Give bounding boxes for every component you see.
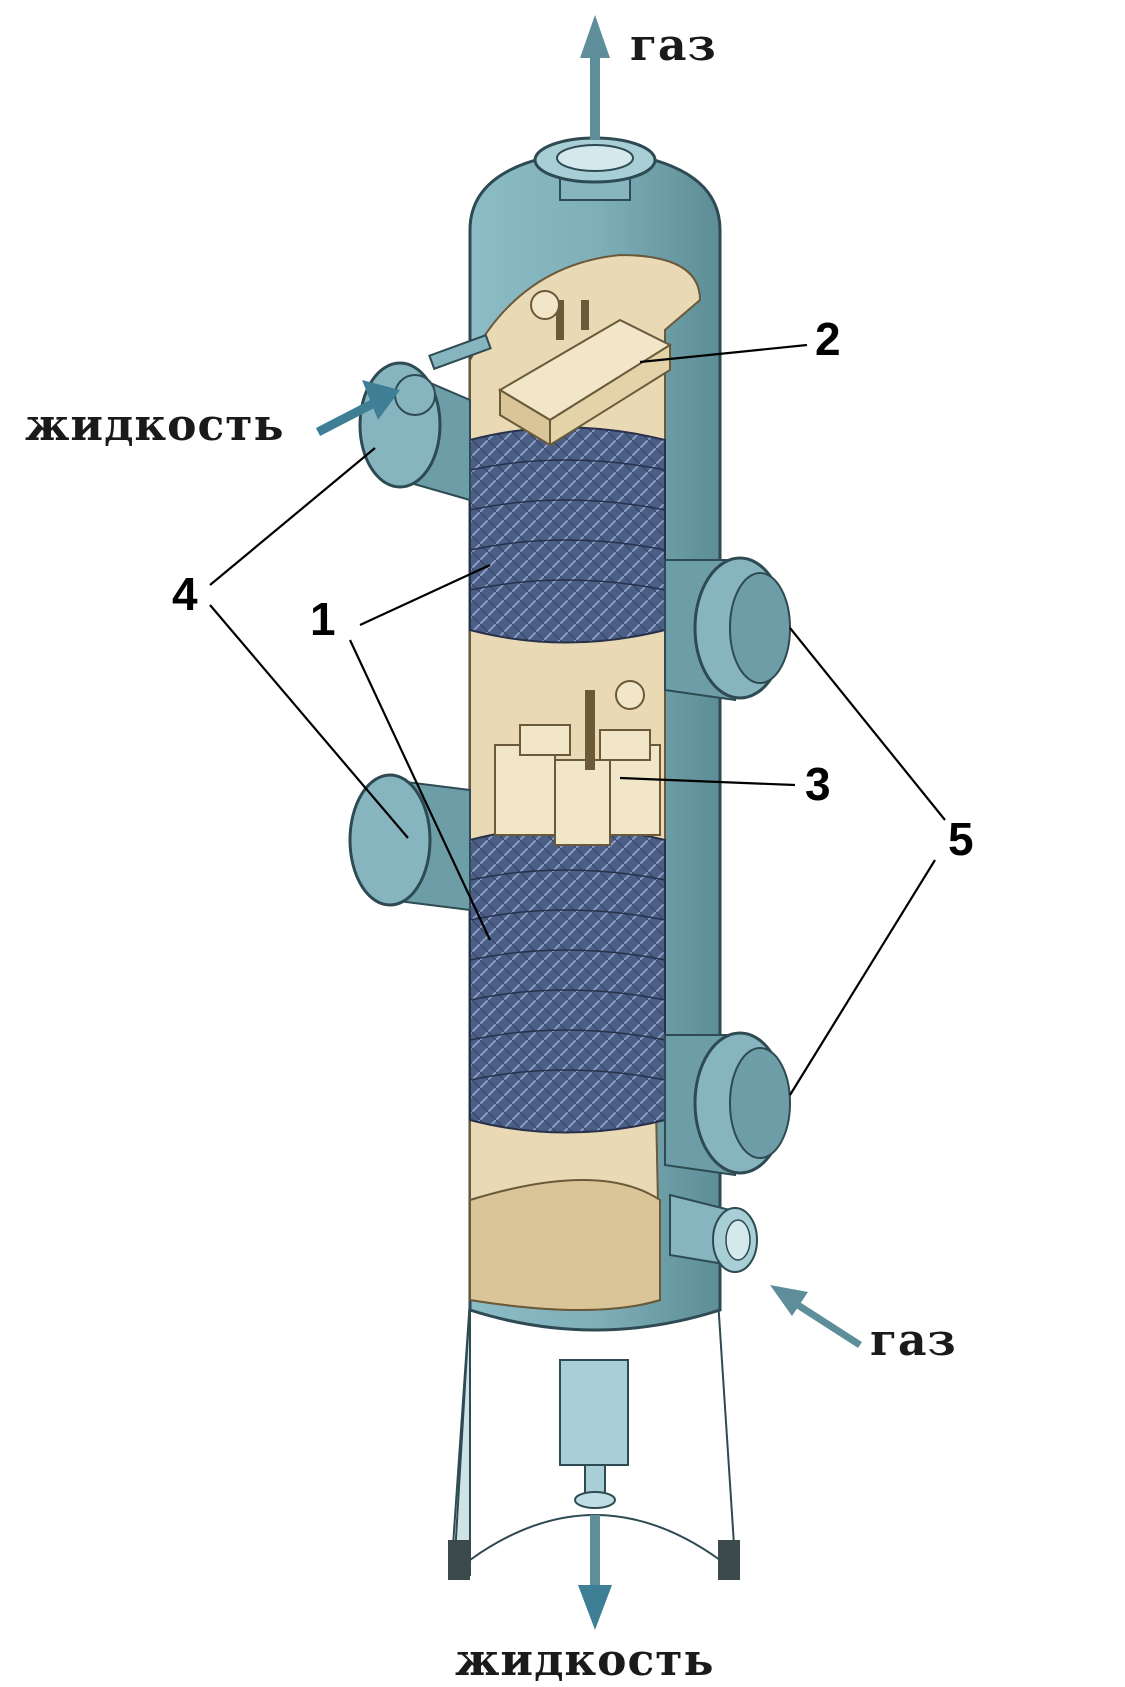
top-gas-outlet-nozzle xyxy=(533,136,657,201)
callout-5-gas-nozzles: 5 xyxy=(948,813,974,865)
lower-liquid-inlet-nozzle xyxy=(348,773,471,912)
gas-in-arrow xyxy=(770,1285,862,1348)
liquid-inlet-label: жидкость xyxy=(25,400,284,451)
callout-1-packing: 1 xyxy=(310,593,336,645)
callout-4-liquid-nozzles: 4 xyxy=(172,568,198,620)
upper-packing-bed xyxy=(469,426,666,644)
gas-inlet-label: газ xyxy=(870,1315,957,1366)
liquid-redistributor xyxy=(494,680,661,846)
lower-packing-bed xyxy=(469,826,666,1134)
gas-out-arrow xyxy=(580,15,610,140)
callout-3-redistributor: 3 xyxy=(805,758,831,810)
top-liquid-distributor xyxy=(498,290,673,447)
liquid-outlet-label: жидкость xyxy=(455,1635,714,1686)
leader-lines xyxy=(209,343,946,1096)
gas-outlet-label: газ xyxy=(630,20,717,71)
bottom-gas-inlet-pipe xyxy=(669,1193,758,1273)
bottom-outlet-pipe xyxy=(559,1359,629,1509)
liquid-in-arrow xyxy=(315,380,400,436)
callout-2-distributor: 2 xyxy=(815,313,841,365)
liquid-out-arrow xyxy=(578,1515,612,1630)
support-skirt xyxy=(448,1299,740,1580)
lower-gas-inlet-nozzle xyxy=(664,1031,791,1177)
upper-gas-inlet-nozzle xyxy=(664,556,791,702)
